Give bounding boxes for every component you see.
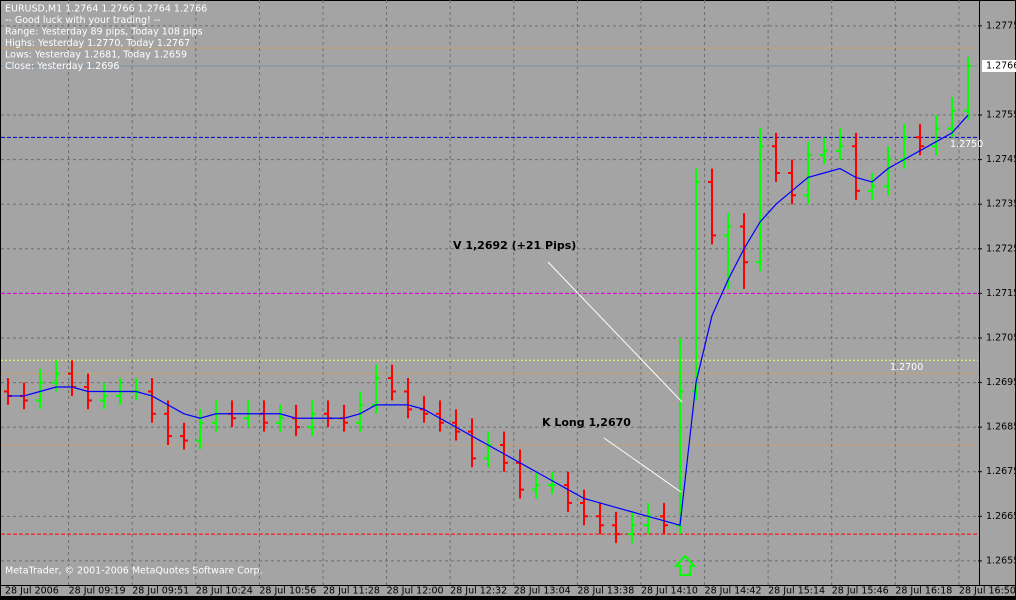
y-tick-label: 1.2745	[986, 154, 1016, 165]
x-tick-label: 28 Jul 10:24	[196, 586, 253, 597]
info-line: Close: Yesterday 1.2696	[5, 61, 119, 72]
x-tick-label: 28 Jul 15:14	[768, 586, 825, 597]
annotation: K Long 1,2670	[542, 416, 631, 429]
x-tick-label: 28 Jul 13:04	[514, 586, 571, 597]
annotation: V 1,2692 (+21 Pips)	[453, 239, 576, 252]
y-tick-label: 1.2725	[986, 243, 1016, 254]
moving-average	[8, 114, 969, 527]
y-tick-label: 1.2695	[986, 377, 1016, 388]
price-axis	[980, 1, 1015, 585]
x-tick-label: 28 Jul 2006	[5, 586, 59, 597]
info-line: Range: Yesterday 89 pips, Today 108 pips	[5, 27, 203, 38]
annotation-line	[603, 437, 682, 493]
info-line: -- Good luck with your trading! --	[5, 15, 161, 26]
x-tick-label: 28 Jul 12:32	[450, 586, 507, 597]
x-tick-label: 28 Jul 12:00	[387, 586, 444, 597]
level-label: 1.2700	[890, 362, 923, 373]
y-tick-label: 1.2665	[986, 511, 1016, 522]
info-line: Highs: Yesterday 1.2770, Today 1.2767	[5, 38, 190, 49]
x-tick-label: 28 Jul 16:50	[959, 586, 1016, 597]
current-price-label: 1.2766	[986, 60, 1016, 71]
x-tick-label: 28 Jul 16:18	[895, 586, 952, 597]
time-axis	[1, 586, 1015, 596]
y-tick-label: 1.2655	[986, 555, 1016, 566]
y-tick-label: 1.2735	[986, 199, 1016, 210]
x-tick-label: 28 Jul 11:28	[323, 586, 380, 597]
annotation-line	[547, 261, 683, 403]
x-tick-label: 28 Jul 14:10	[641, 586, 698, 597]
level-label: 1.2750	[950, 139, 983, 150]
x-tick-label: 28 Jul 14:42	[705, 586, 762, 597]
x-tick-label: 28 Jul 13:38	[577, 586, 634, 597]
info-line: EURUSD,M1 1.2764 1.2766 1.2764 1.2766	[5, 4, 207, 15]
y-tick-label: 1.2715	[986, 288, 1016, 299]
y-tick-label: 1.2705	[986, 332, 1016, 343]
x-tick-label: 28 Jul 15:46	[832, 586, 889, 597]
buy-arrow	[673, 554, 697, 576]
x-tick-label: 28 Jul 09:19	[69, 586, 126, 597]
x-tick-label: 28 Jul 09:51	[132, 586, 189, 597]
footer: MetaTrader, © 2001-2006 MetaQuotes Softw…	[5, 566, 263, 577]
x-tick-label: 28 Jul 10:56	[259, 586, 316, 597]
info-line: Lows: Yesterday 1.2681, Today 1.2659	[5, 50, 187, 61]
y-tick-label: 1.2685	[986, 422, 1016, 433]
y-tick-label: 1.2675	[986, 466, 1016, 477]
y-tick-label: 1.2775	[986, 20, 1016, 31]
current-price-box	[982, 59, 1016, 72]
y-tick-label: 1.2755	[986, 110, 1016, 121]
